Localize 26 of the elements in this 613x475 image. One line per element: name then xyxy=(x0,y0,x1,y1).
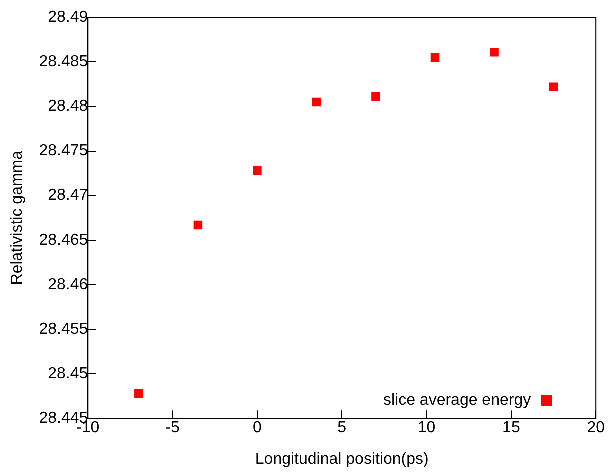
y-tick-label: 28.45 xyxy=(48,365,88,382)
point xyxy=(490,48,499,57)
point xyxy=(430,53,440,62)
y-tick-label: 28.49 xyxy=(48,9,88,26)
x-tick-label: 5 xyxy=(338,420,347,437)
x-tick-label: 0 xyxy=(253,420,262,437)
x-tick-label: 15 xyxy=(502,420,520,437)
y-tick-label: 28.46 xyxy=(48,276,88,294)
x-tick-label: 10 xyxy=(418,420,436,437)
y-tick-label: 28.48 xyxy=(48,98,88,116)
y-tick-label: 28.465 xyxy=(39,232,88,249)
point xyxy=(372,92,380,102)
legend-label: slice average energy xyxy=(383,392,532,410)
y-tick-label: 28.455 xyxy=(39,320,88,338)
point xyxy=(549,82,558,92)
point xyxy=(194,220,203,230)
point xyxy=(134,389,144,398)
y-tick-label: 28.485 xyxy=(39,54,88,71)
y-tick-label: 28.475 xyxy=(39,142,88,160)
x-tick-label: -5 xyxy=(166,420,180,437)
x-tick-label: 20 xyxy=(587,420,606,437)
point xyxy=(253,166,262,176)
y-axis-title: Relativistic gamma xyxy=(9,150,26,286)
x-axis-title: Longitudinal position(ps) xyxy=(255,450,429,468)
y-tick-label: 28.47 xyxy=(48,187,88,204)
point xyxy=(312,98,322,107)
